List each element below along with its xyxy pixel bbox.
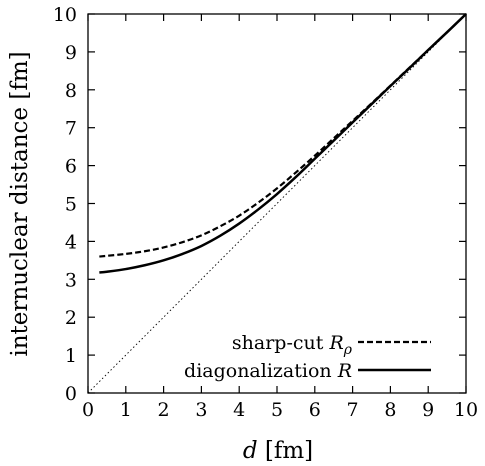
y-tick-label: 5 <box>65 194 77 216</box>
y-tick-label: 9 <box>65 42 77 64</box>
y-tick-label: 3 <box>65 269 77 291</box>
x-tick-label: 2 <box>158 399 170 421</box>
legend-label-sharp-cut: sharp-cut Rρ <box>232 332 353 358</box>
y-axis-title: internuclear distance [fm] <box>7 51 33 356</box>
legend-label-diagonalization: diagonalization R <box>184 360 352 382</box>
x-tick-label: 6 <box>309 399 321 421</box>
x-axis-title: d [fm] <box>243 438 313 464</box>
x-tick-label: 3 <box>195 399 207 421</box>
x-tick-label: 4 <box>233 399 245 421</box>
x-tick-label: 8 <box>384 399 396 421</box>
x-axis-unit: [fm] <box>265 438 313 464</box>
x-tick-label: 9 <box>422 399 434 421</box>
x-axis-ticks: 0 1 2 3 4 5 6 7 8 9 10 <box>82 14 478 421</box>
y-tick-label: 2 <box>65 307 77 329</box>
y-tick-label: 0 <box>65 383 77 405</box>
legend: sharp-cut Rρ diagonalization R <box>184 332 431 382</box>
reference-line-diagonal <box>87 13 467 394</box>
y-tick-label: 8 <box>65 80 77 102</box>
y-tick-label: 4 <box>65 231 77 253</box>
x-tick-label: 0 <box>82 399 94 421</box>
x-tick-label: 1 <box>120 399 132 421</box>
x-tick-label: 10 <box>454 399 478 421</box>
y-tick-label: 1 <box>65 345 77 367</box>
series-sharp-cut-line <box>99 13 467 258</box>
y-axis-ticks: 0 1 2 3 4 5 6 7 8 9 10 <box>53 4 466 405</box>
series-diagonalization-line <box>99 13 467 274</box>
x-tick-label: 7 <box>347 399 359 421</box>
y-tick-label: 10 <box>53 4 77 26</box>
x-tick-label: 5 <box>271 399 283 421</box>
x-axis-variable: d <box>243 438 258 464</box>
plot-lines <box>87 13 467 394</box>
y-tick-label: 7 <box>65 118 77 140</box>
y-tick-label: 6 <box>65 156 77 178</box>
